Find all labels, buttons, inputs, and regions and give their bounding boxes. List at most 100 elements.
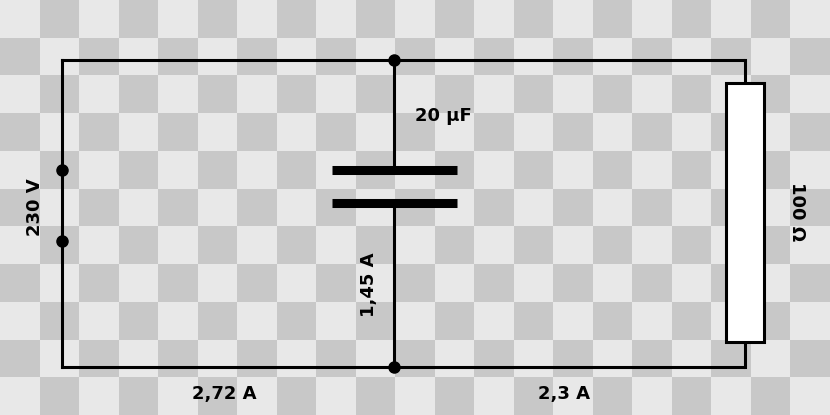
Bar	[79, 302, 119, 339]
Bar	[672, 151, 711, 189]
Bar	[158, 0, 198, 38]
Bar	[119, 151, 158, 189]
Bar	[316, 302, 356, 339]
Bar	[632, 113, 672, 151]
Bar	[316, 226, 356, 264]
Bar	[237, 0, 276, 38]
Bar	[316, 264, 356, 302]
Bar	[356, 226, 395, 264]
Bar	[593, 339, 632, 377]
Bar	[356, 76, 395, 113]
Bar	[672, 377, 711, 415]
Bar	[514, 151, 554, 189]
Bar	[79, 38, 119, 76]
Bar	[474, 151, 514, 189]
Bar	[514, 226, 554, 264]
Bar	[356, 339, 395, 377]
Bar	[672, 264, 711, 302]
Bar	[79, 264, 119, 302]
Bar	[316, 113, 356, 151]
Bar	[593, 113, 632, 151]
Bar	[632, 151, 672, 189]
Bar	[554, 0, 593, 38]
Bar	[790, 38, 830, 76]
Bar	[593, 38, 632, 76]
Text: 2,72 A: 2,72 A	[192, 385, 256, 403]
Bar	[632, 339, 672, 377]
Bar	[356, 0, 395, 38]
Text: 2,3 A: 2,3 A	[539, 385, 590, 403]
Bar	[119, 226, 158, 264]
Bar	[435, 189, 474, 226]
Bar	[79, 339, 119, 377]
Bar	[237, 377, 276, 415]
Bar	[514, 302, 554, 339]
Bar	[316, 339, 356, 377]
Bar	[79, 113, 119, 151]
Bar	[237, 151, 276, 189]
Bar	[276, 302, 316, 339]
Bar	[198, 0, 237, 38]
Bar	[672, 302, 711, 339]
Bar	[554, 339, 593, 377]
Bar	[632, 0, 672, 38]
Bar	[79, 76, 119, 113]
Bar	[316, 189, 356, 226]
Bar	[356, 113, 395, 151]
Bar	[474, 302, 514, 339]
Bar	[593, 264, 632, 302]
Bar	[198, 113, 237, 151]
Bar	[435, 151, 474, 189]
Bar	[40, 0, 79, 38]
Bar	[751, 113, 790, 151]
Bar	[40, 377, 79, 415]
Bar	[158, 151, 198, 189]
Bar	[119, 189, 158, 226]
Bar	[40, 226, 79, 264]
Bar	[751, 302, 790, 339]
Bar	[356, 38, 395, 76]
Bar	[514, 189, 554, 226]
Bar	[790, 264, 830, 302]
Bar	[276, 339, 316, 377]
Bar	[751, 339, 790, 377]
Bar	[158, 226, 198, 264]
Bar	[790, 339, 830, 377]
Bar	[395, 339, 435, 377]
Bar	[237, 38, 276, 76]
Bar	[711, 113, 751, 151]
Bar	[711, 38, 751, 76]
Bar	[395, 113, 435, 151]
Bar	[593, 0, 632, 38]
Bar	[276, 76, 316, 113]
Bar	[198, 76, 237, 113]
Bar	[751, 38, 790, 76]
Bar	[119, 0, 158, 38]
Bar	[632, 226, 672, 264]
Bar	[395, 151, 435, 189]
Bar	[158, 38, 198, 76]
Bar	[790, 76, 830, 113]
Bar	[356, 189, 395, 226]
Bar	[356, 151, 395, 189]
Bar	[119, 339, 158, 377]
Bar	[711, 377, 751, 415]
Bar	[198, 377, 237, 415]
Bar	[593, 151, 632, 189]
Bar	[790, 226, 830, 264]
Bar	[119, 76, 158, 113]
Bar	[435, 226, 474, 264]
Bar	[395, 226, 435, 264]
Bar	[276, 0, 316, 38]
Bar	[119, 113, 158, 151]
Bar	[474, 0, 514, 38]
Bar	[276, 377, 316, 415]
Bar	[790, 377, 830, 415]
Bar	[711, 151, 751, 189]
Bar	[711, 189, 751, 226]
Bar	[554, 113, 593, 151]
Bar	[711, 226, 751, 264]
Bar	[593, 302, 632, 339]
Bar	[40, 151, 79, 189]
Bar	[237, 189, 276, 226]
